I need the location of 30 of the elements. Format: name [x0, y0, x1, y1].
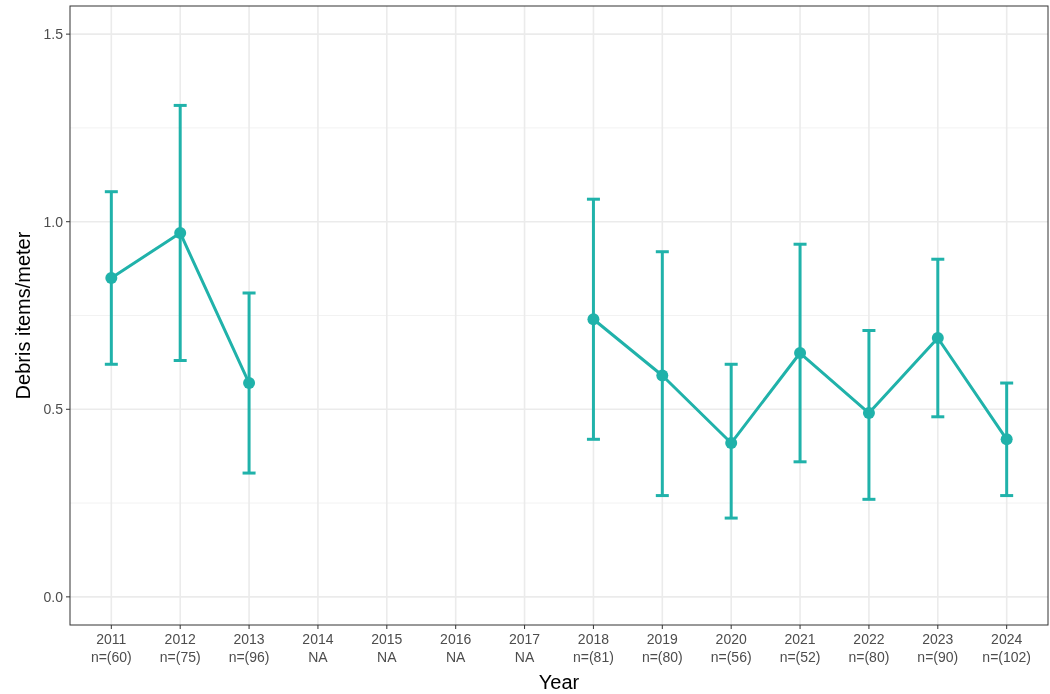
x-tick-label: 2020 n=(56): [710, 631, 752, 665]
x-tick-label: 2013 n=(96): [228, 631, 270, 665]
point: [243, 377, 256, 390]
x-tick-label: 2016 NA: [440, 631, 472, 665]
y-tick-label: 0.0: [43, 588, 64, 605]
point: [105, 271, 118, 284]
point: [725, 437, 738, 450]
x-tick-label: 2021 n=(52): [779, 631, 821, 665]
y-tick-label: 0.5: [43, 401, 64, 418]
x-tick-label: 2012 n=(75): [159, 631, 201, 665]
point: [174, 226, 187, 239]
x-tick-label: 2022 n=(80): [848, 631, 890, 665]
x-tick-label: 2023 n=(90): [917, 631, 959, 665]
point: [931, 332, 944, 345]
y-tick-label: 1.0: [43, 213, 64, 230]
point: [1000, 433, 1013, 446]
x-tick-label: 2018 n=(81): [573, 631, 614, 665]
point: [587, 313, 600, 326]
x-axis-title: Year: [538, 671, 580, 693]
x-tick-label: 2014 NA: [302, 631, 334, 665]
x-tick-label: 2024 n=(102): [982, 631, 1031, 665]
x-tick-label: 2011 n=(60): [90, 631, 132, 665]
point: [656, 369, 669, 382]
y-axis-title: Debris items/meter: [12, 231, 34, 400]
point: [862, 407, 875, 420]
x-tick-label: 2019 n=(80): [641, 631, 683, 665]
x-tick-label: 2017 NA: [508, 631, 541, 665]
point: [794, 347, 807, 360]
y-tick-label: 1.5: [43, 26, 64, 43]
x-tick-label: 2015 NA: [371, 631, 403, 665]
